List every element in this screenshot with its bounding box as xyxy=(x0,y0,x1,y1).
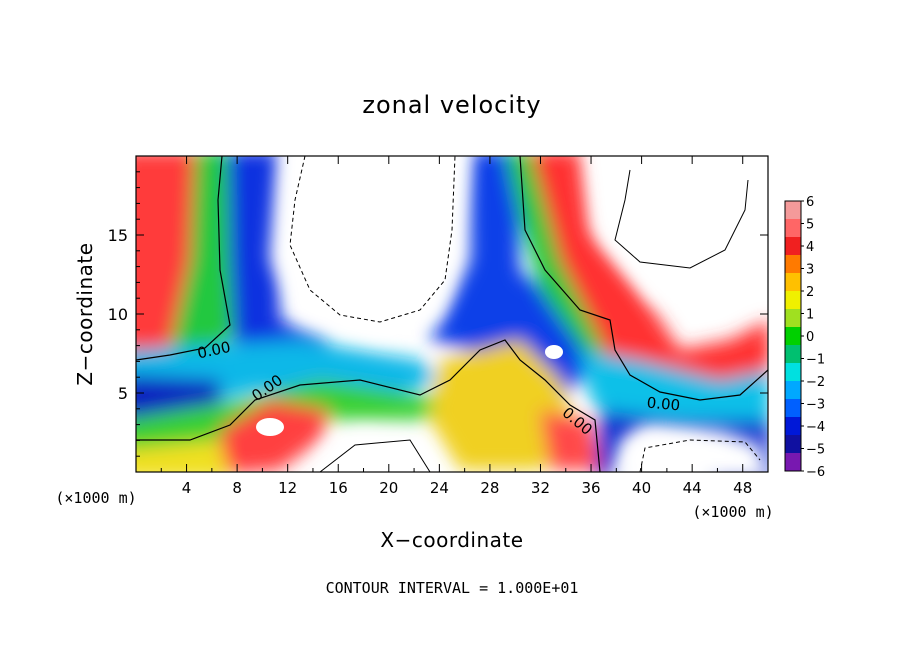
colorbar-swatch xyxy=(785,237,801,256)
y-tick-label: 5 xyxy=(118,384,128,403)
x-axis-label: X−coordinate xyxy=(380,528,523,552)
field-center-yellow xyxy=(430,340,580,470)
colorbar-tick-label: −6 xyxy=(806,465,825,480)
y-tick-label: 15 xyxy=(108,226,128,245)
x-tick-label: 8 xyxy=(232,479,242,497)
colorbar-swatch xyxy=(785,453,801,472)
contour-label-4: 0.00 xyxy=(646,394,681,415)
field-lower-red xyxy=(220,400,330,472)
colorbar-swatch xyxy=(785,435,801,454)
contour-zero-lower xyxy=(136,339,601,472)
calm-top-center xyxy=(270,156,470,340)
x-tick-label: 32 xyxy=(531,479,550,497)
field-center-hole xyxy=(545,345,563,359)
colorbar-swatch xyxy=(785,363,801,382)
velocity-field xyxy=(136,156,768,472)
field-lower-yellow xyxy=(136,440,228,472)
x-tick-label: 48 xyxy=(733,479,752,497)
x-tick-label: 36 xyxy=(581,479,600,497)
contour-top-right xyxy=(614,169,749,269)
x-axis-ticks: 4 8 12 16 20 24 28 32 36 40 44 48 xyxy=(160,156,752,497)
chart-title: zonal velocity xyxy=(362,91,541,119)
x-tick-label: 40 xyxy=(632,479,651,497)
colorbar-tick-label: 0 xyxy=(806,330,814,345)
x-tick-label: 44 xyxy=(683,479,702,497)
colorbar-tick-label: −5 xyxy=(806,443,825,458)
x-unit-left: (×1000 m) xyxy=(55,489,136,507)
contour-interval-note: CONTOUR INTERVAL = 1.000E+01 xyxy=(326,579,579,597)
calm-bottom-right xyxy=(616,425,768,472)
colorbar-swatch xyxy=(785,345,801,364)
colorbar-tick-label: −3 xyxy=(806,398,825,413)
x-tick-label: 28 xyxy=(480,479,499,497)
x-tick-label: 24 xyxy=(430,479,449,497)
x-unit-right: (×1000 m) xyxy=(692,503,773,521)
colorbar-swatch xyxy=(785,219,801,238)
colorbar-swatch xyxy=(785,327,801,346)
colorbar: 6 5 4 3 2 1 0 −1 −2 −3 −4 −5 −6 xyxy=(784,195,825,480)
y-axis-ticks: 5 10 15 xyxy=(108,171,768,457)
colorbar-tick-label: −2 xyxy=(806,375,825,390)
calm-top-right xyxy=(591,156,768,310)
y-tick-label: 10 xyxy=(108,305,128,324)
colorbar-swatch xyxy=(785,399,801,418)
field-left-hole xyxy=(256,418,284,436)
field-lower-red-2 xyxy=(540,410,600,470)
colorbar-tick-label: 5 xyxy=(806,218,814,233)
colorbar-tick-label: 4 xyxy=(806,240,814,255)
colorbar-swatch xyxy=(785,381,801,400)
colorbar-swatch xyxy=(785,291,801,310)
x-tick-label: 4 xyxy=(182,479,192,497)
colorbar-swatch xyxy=(785,201,801,220)
x-tick-label: 12 xyxy=(278,479,297,497)
x-tick-label: 16 xyxy=(329,479,348,497)
x-tick-label: 20 xyxy=(379,479,398,497)
contour-dashed-center xyxy=(289,156,456,323)
colorbar-tick-label: −1 xyxy=(806,353,825,368)
colorbar-tick-label: 2 xyxy=(806,285,814,300)
y-axis-label: Z−coordinate xyxy=(73,242,97,385)
contour-bottom-center xyxy=(319,439,431,472)
field-center-red xyxy=(531,156,768,410)
colorbar-tick-label: 6 xyxy=(806,195,814,210)
colorbar-tick-label: 1 xyxy=(806,308,814,323)
colorbar-swatch xyxy=(785,255,801,274)
contour-zero-right xyxy=(519,156,768,401)
colorbar-tick-label: −4 xyxy=(806,420,825,435)
colorbar-tick-label: 3 xyxy=(806,263,814,278)
colorbar-swatch xyxy=(785,417,801,436)
colorbar-swatch xyxy=(785,273,801,292)
field-center-blue xyxy=(430,156,600,400)
field-center-cyan xyxy=(580,350,768,420)
contour-dashed-bottom-right xyxy=(639,439,761,472)
contour-zero-left xyxy=(136,156,231,361)
colorbar-swatch xyxy=(785,309,801,328)
